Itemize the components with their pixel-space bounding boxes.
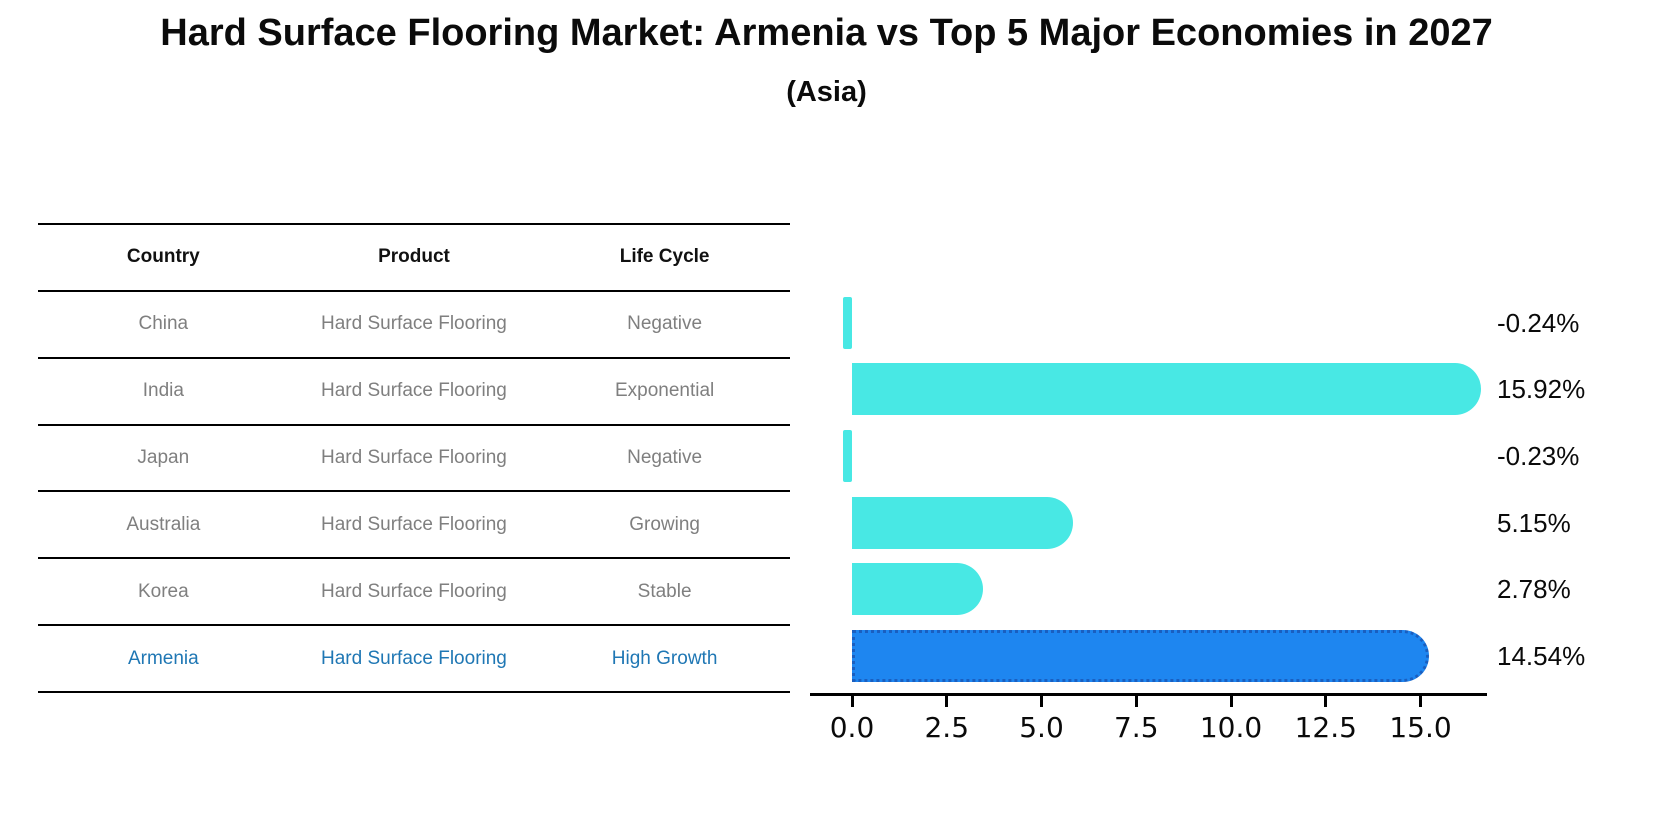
x-tick-mark — [1134, 696, 1138, 707]
value-label-australia: 5.15% — [1497, 507, 1571, 538]
x-tick-mark — [1040, 696, 1043, 707]
comparison-table: Country Product Life Cycle China Hard Sur… — [38, 223, 790, 693]
x-tick-label: 12.5 — [1294, 711, 1357, 744]
cell-product: Hard Surface Flooring — [321, 447, 507, 468]
cell-country: Korea — [137, 580, 189, 602]
cell-product: Hard Surface Flooring — [321, 313, 507, 335]
table-row-australia: Australia Hard Surface Flooring Growing — [38, 492, 790, 560]
cell-country: India — [142, 380, 184, 402]
table-row-india: India Hard Surface Flooring Exponential — [38, 359, 790, 426]
x-tick-mark — [1419, 696, 1422, 707]
cell-life-cycle: Negative — [627, 447, 703, 468]
cell-life-cycle: Growing — [629, 513, 700, 535]
bar-australia — [852, 496, 1074, 549]
table-header-row: Country Product Life Cycle — [38, 225, 790, 292]
chart-title: Hard Surface Flooring Market: Armenia vs… — [160, 12, 1493, 54]
cell-country: Japan — [137, 447, 190, 468]
bar-korea — [852, 563, 984, 616]
cell-product: Hard Surface Flooring — [321, 513, 507, 535]
cell-life-cycle: Negative — [627, 313, 703, 335]
bar-china — [842, 296, 852, 349]
cell-life-cycle: Exponential — [614, 380, 715, 402]
x-tick-label: 7.5 — [1113, 711, 1159, 744]
value-label-india: 15.92% — [1497, 374, 1586, 405]
x-tick-label: 5.0 — [1019, 711, 1064, 744]
column-header-product: Product — [378, 246, 450, 268]
bar-japan — [843, 430, 852, 483]
table-row-japan: Japan Hard Surface Flooring Negative — [38, 426, 790, 493]
column-header-life-cycle: Life Cycle — [619, 246, 710, 268]
x-tick-label: 10.0 — [1199, 711, 1263, 744]
cell-country: China — [138, 313, 189, 335]
x-tick-label: 2.5 — [924, 711, 970, 744]
chart-subtitle: (Asia) — [786, 76, 867, 108]
value-label-japan: -0.23% — [1497, 441, 1580, 472]
value-label-armenia: 14.54% — [1497, 640, 1586, 671]
x-tick-mark — [850, 696, 854, 707]
table-row-korea: Korea Hard Surface Flooring Stable — [38, 559, 790, 627]
column-header-country: Country — [126, 246, 200, 268]
cell-country: Armenia — [127, 647, 199, 669]
table-row-armenia: Armenia Hard Surface Flooring High Growth — [38, 626, 790, 691]
bar-india — [852, 363, 1482, 416]
value-label-korea: 2.78% — [1497, 574, 1571, 605]
table-row-china: China Hard Surface Flooring Negative — [38, 292, 790, 359]
x-tick-label: 15.0 — [1389, 711, 1452, 744]
value-label-china: -0.24% — [1497, 307, 1580, 338]
cell-country: Australia — [126, 513, 201, 535]
bar-armenia — [852, 629, 1430, 682]
cell-product: Hard Surface Flooring — [321, 580, 507, 602]
x-tick-mark — [1229, 696, 1233, 707]
x-tick-label: 0.0 — [829, 711, 875, 744]
cell-life-cycle: Stable — [637, 580, 692, 602]
cell-life-cycle: High Growth — [611, 647, 718, 669]
x-tick-mark — [1324, 696, 1328, 707]
x-axis-line — [810, 693, 1487, 696]
x-tick-mark — [945, 696, 949, 707]
cell-product: Hard Surface Flooring — [321, 647, 507, 669]
cell-product: Hard Surface Flooring — [321, 380, 507, 402]
